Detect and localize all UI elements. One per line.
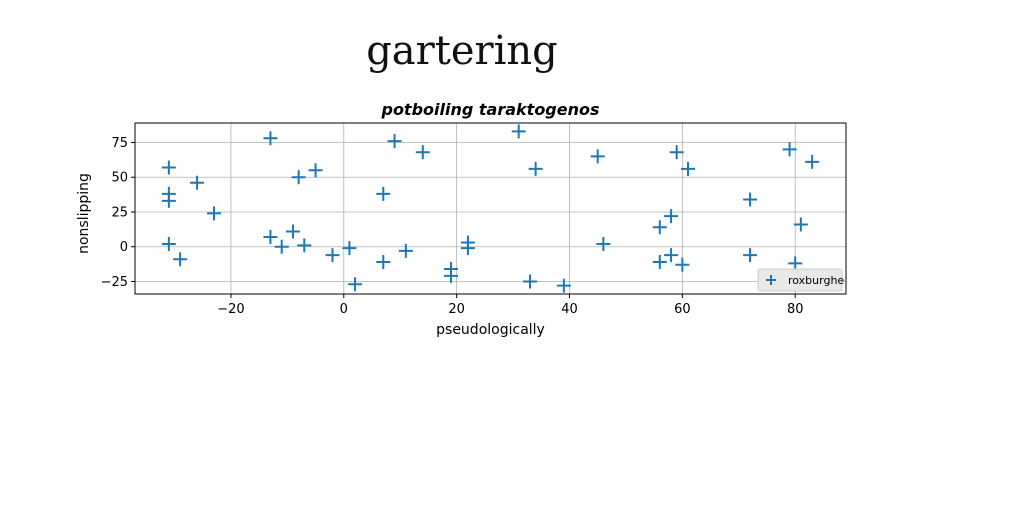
data-point	[669, 145, 684, 160]
data-point	[274, 239, 289, 254]
y-tick-label: 25	[111, 205, 128, 220]
data-point	[376, 186, 391, 201]
data-point	[664, 209, 679, 224]
data-point	[308, 163, 323, 178]
data-point	[263, 131, 278, 146]
y-axis-label: nonslipping	[76, 173, 92, 254]
y-tick-label: 50	[111, 171, 128, 186]
data-point	[743, 248, 758, 263]
data-point	[782, 142, 797, 157]
data-point	[675, 257, 690, 272]
data-point	[190, 175, 205, 190]
legend-label: roxburghe	[788, 274, 844, 287]
data-point	[444, 268, 458, 283]
legend-marker	[766, 275, 776, 285]
x-tick-label: 20	[448, 302, 465, 317]
data-point	[793, 217, 808, 232]
legend-box	[757, 268, 843, 292]
data-point	[415, 145, 430, 160]
data-point	[161, 160, 176, 175]
data-point	[387, 134, 402, 149]
x-tick-label: −20	[217, 302, 244, 317]
legend: roxburghe	[757, 268, 844, 292]
data-point	[398, 243, 413, 258]
data-point	[297, 238, 312, 253]
data-point	[325, 248, 340, 263]
data-point	[161, 236, 176, 251]
data-point	[664, 248, 679, 263]
data-point	[376, 255, 391, 270]
data-point	[528, 161, 543, 176]
data-point	[556, 278, 571, 293]
y-tick-label: 0	[120, 240, 128, 255]
data-point	[596, 236, 611, 251]
data-point	[460, 241, 475, 256]
series-group	[161, 124, 820, 293]
x-tick-label: 60	[674, 302, 691, 317]
data-point	[805, 154, 820, 169]
data-point	[263, 230, 278, 244]
chart-title: potboiling taraktogenos	[380, 100, 599, 119]
data-point	[173, 252, 188, 267]
data-point	[523, 274, 537, 289]
x-tick-label: 40	[561, 302, 578, 317]
x-tick-label: 0	[340, 302, 348, 317]
data-point	[161, 193, 176, 208]
y-tick-label: −25	[101, 275, 128, 290]
data-point	[652, 220, 667, 235]
data-point	[207, 206, 221, 221]
data-point	[743, 192, 758, 207]
data-point	[291, 170, 306, 185]
data-point	[286, 224, 300, 239]
axes-frame	[134, 122, 847, 295]
data-point	[652, 255, 667, 270]
plot-area	[135, 123, 846, 294]
data-point	[348, 277, 363, 292]
data-point	[788, 256, 803, 271]
data-point	[342, 241, 357, 256]
data-point	[511, 124, 526, 139]
data-point	[681, 161, 695, 176]
x-tick-label: 80	[787, 302, 804, 317]
x-axis-label: pseudologically	[436, 322, 545, 338]
figure-title: gartering	[366, 28, 558, 74]
y-tick-label: 75	[111, 136, 128, 151]
data-point	[590, 149, 605, 164]
